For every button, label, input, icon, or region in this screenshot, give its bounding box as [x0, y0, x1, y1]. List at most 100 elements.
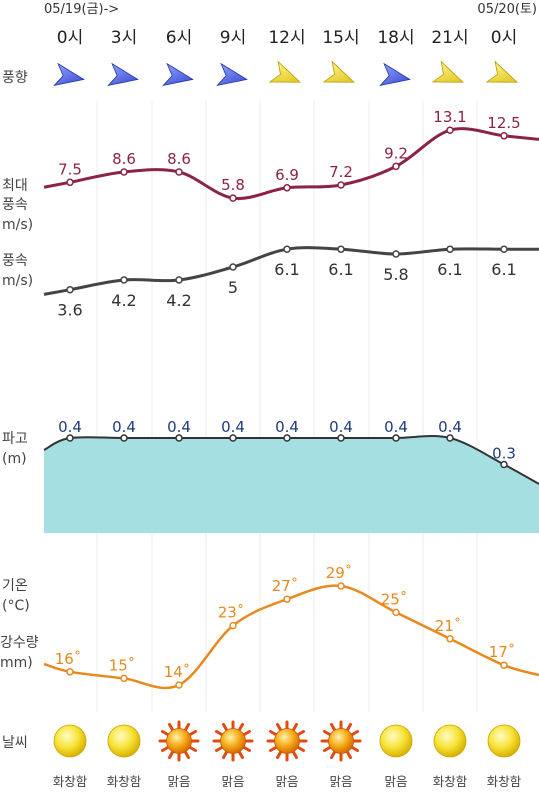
temperature-value-label: 14˚	[164, 663, 191, 681]
wind-speed-point	[283, 245, 291, 253]
wave-value-label: 0.3	[492, 445, 516, 463]
wave-value-label: 0.4	[112, 418, 136, 436]
max-wind-value-label: 8.6	[167, 150, 191, 168]
temperature-chart: 16˚ 15˚ 14˚ 23˚ 27˚ 29˚ 25˚ 21˚ 17˚	[43, 564, 539, 690]
wind-arrow-shape	[216, 62, 248, 87]
max-wind-value-label: 6.9	[275, 166, 299, 184]
wave-value-label: 0.4	[329, 418, 353, 436]
sun-ray	[215, 745, 225, 752]
weather-label: 맑음	[384, 774, 407, 789]
max-wind-point	[229, 194, 237, 202]
label-max-wind-1: 최대	[2, 178, 28, 194]
sun-ray	[241, 730, 251, 737]
max-wind-value-label: 5.8	[221, 176, 245, 194]
grid-lines	[96, 100, 478, 712]
sun-ray	[295, 745, 305, 752]
sun-ray	[187, 745, 197, 752]
hot-sun-icon	[320, 720, 362, 762]
max-wind-value-label: 13.1	[433, 108, 466, 126]
wave-value-label: 0.4	[438, 418, 462, 436]
temperature-point	[446, 635, 454, 643]
label-max-wind-3: m/s)	[2, 217, 33, 233]
wave-point	[500, 460, 508, 469]
time-label: 3시	[111, 28, 137, 48]
temperature-value-label: 27˚	[272, 577, 299, 595]
sun-ray	[241, 745, 251, 752]
sun-ray	[330, 749, 337, 759]
wind-arrow-shape	[107, 62, 139, 87]
wind-speed-point	[500, 245, 508, 253]
wind-arrow-shape	[485, 60, 518, 83]
row-labels: 풍향 최대 풍속 m/s) 풍속 m/s) 파고 (m) 기온 (°C) 강수량…	[0, 70, 39, 751]
sun-icon	[487, 724, 521, 758]
sun-ray	[269, 745, 279, 752]
wave-area	[44, 436, 539, 533]
label-wave-1: 파고	[2, 431, 28, 447]
weather-label: 화창함	[433, 774, 468, 789]
max-wind-point	[283, 184, 291, 192]
wind-speed-point	[446, 245, 454, 253]
wind-speed-point	[229, 263, 237, 271]
label-precip-2: mm)	[0, 655, 33, 671]
label-wave-2: (m)	[2, 451, 27, 467]
date-end: 05/20(토)	[477, 2, 537, 17]
wind-speed-value-label: 5	[228, 278, 238, 297]
sun-ray	[345, 723, 352, 733]
wave-value-label: 0.4	[221, 418, 245, 436]
temperature-point	[337, 582, 345, 590]
sun-disc	[328, 728, 354, 754]
sun-disc	[220, 728, 246, 754]
wind-arrow-icon	[322, 60, 355, 83]
max-wind-value-label: 7.2	[329, 163, 353, 181]
wind-arrow-shape	[322, 60, 355, 83]
sun-ray	[237, 749, 244, 759]
wave-point	[120, 434, 128, 442]
hot-sun-icon	[212, 720, 254, 762]
time-header: 0시 3시 6시 9시 12시 15시 18시 21시 0시	[57, 28, 517, 48]
max-wind-point	[392, 162, 400, 171]
temperature-point	[229, 621, 237, 630]
label-temp-1: 기온	[2, 578, 28, 594]
label-max-wind-2: 풍속	[2, 197, 28, 213]
sun-ray	[161, 730, 171, 737]
wind-arrow-icon	[216, 62, 248, 87]
wave-point	[446, 434, 454, 442]
time-label: 6시	[166, 28, 192, 48]
sun-ray	[222, 749, 229, 759]
date-start: 05/19(금)->	[44, 2, 119, 17]
sun-ray	[349, 745, 359, 752]
wave-value-label: 0.4	[167, 418, 191, 436]
sun-ray	[276, 749, 283, 759]
wind-arrow-icon	[431, 60, 464, 83]
sun-disc	[107, 724, 141, 758]
wave-value-label: 0.4	[58, 418, 82, 436]
wind-arrow-shape	[53, 62, 85, 87]
wind-arrow-shape	[268, 60, 301, 83]
wave-value-label: 0.4	[275, 418, 299, 436]
wave-point	[337, 434, 345, 442]
sun-ray	[291, 749, 298, 759]
wave-value-label: 0.4	[384, 418, 408, 436]
wave-point	[66, 434, 74, 442]
temperature-point	[175, 681, 183, 689]
sun-ray	[168, 723, 175, 733]
wind-speed-point	[175, 276, 183, 284]
sun-ray	[291, 723, 298, 733]
sun-ray	[345, 749, 352, 759]
wave-point	[229, 434, 237, 442]
sun-ray	[269, 730, 279, 737]
sun-ray	[161, 745, 171, 752]
hot-sun-icon	[158, 720, 200, 762]
time-label: 12시	[268, 28, 305, 48]
temperature-point	[500, 661, 508, 669]
sun-icon	[379, 724, 413, 758]
max-wind-point	[337, 181, 345, 189]
time-label: 18시	[377, 28, 414, 48]
temperature-point	[66, 668, 74, 676]
sun-icon	[433, 724, 467, 758]
wind-speed-value-label: 4.2	[166, 291, 191, 310]
wave-point	[175, 434, 183, 442]
temperature-value-label: 15˚	[109, 656, 136, 674]
sun-ray	[187, 730, 197, 737]
max-wind-value-label: 12.5	[487, 114, 520, 132]
